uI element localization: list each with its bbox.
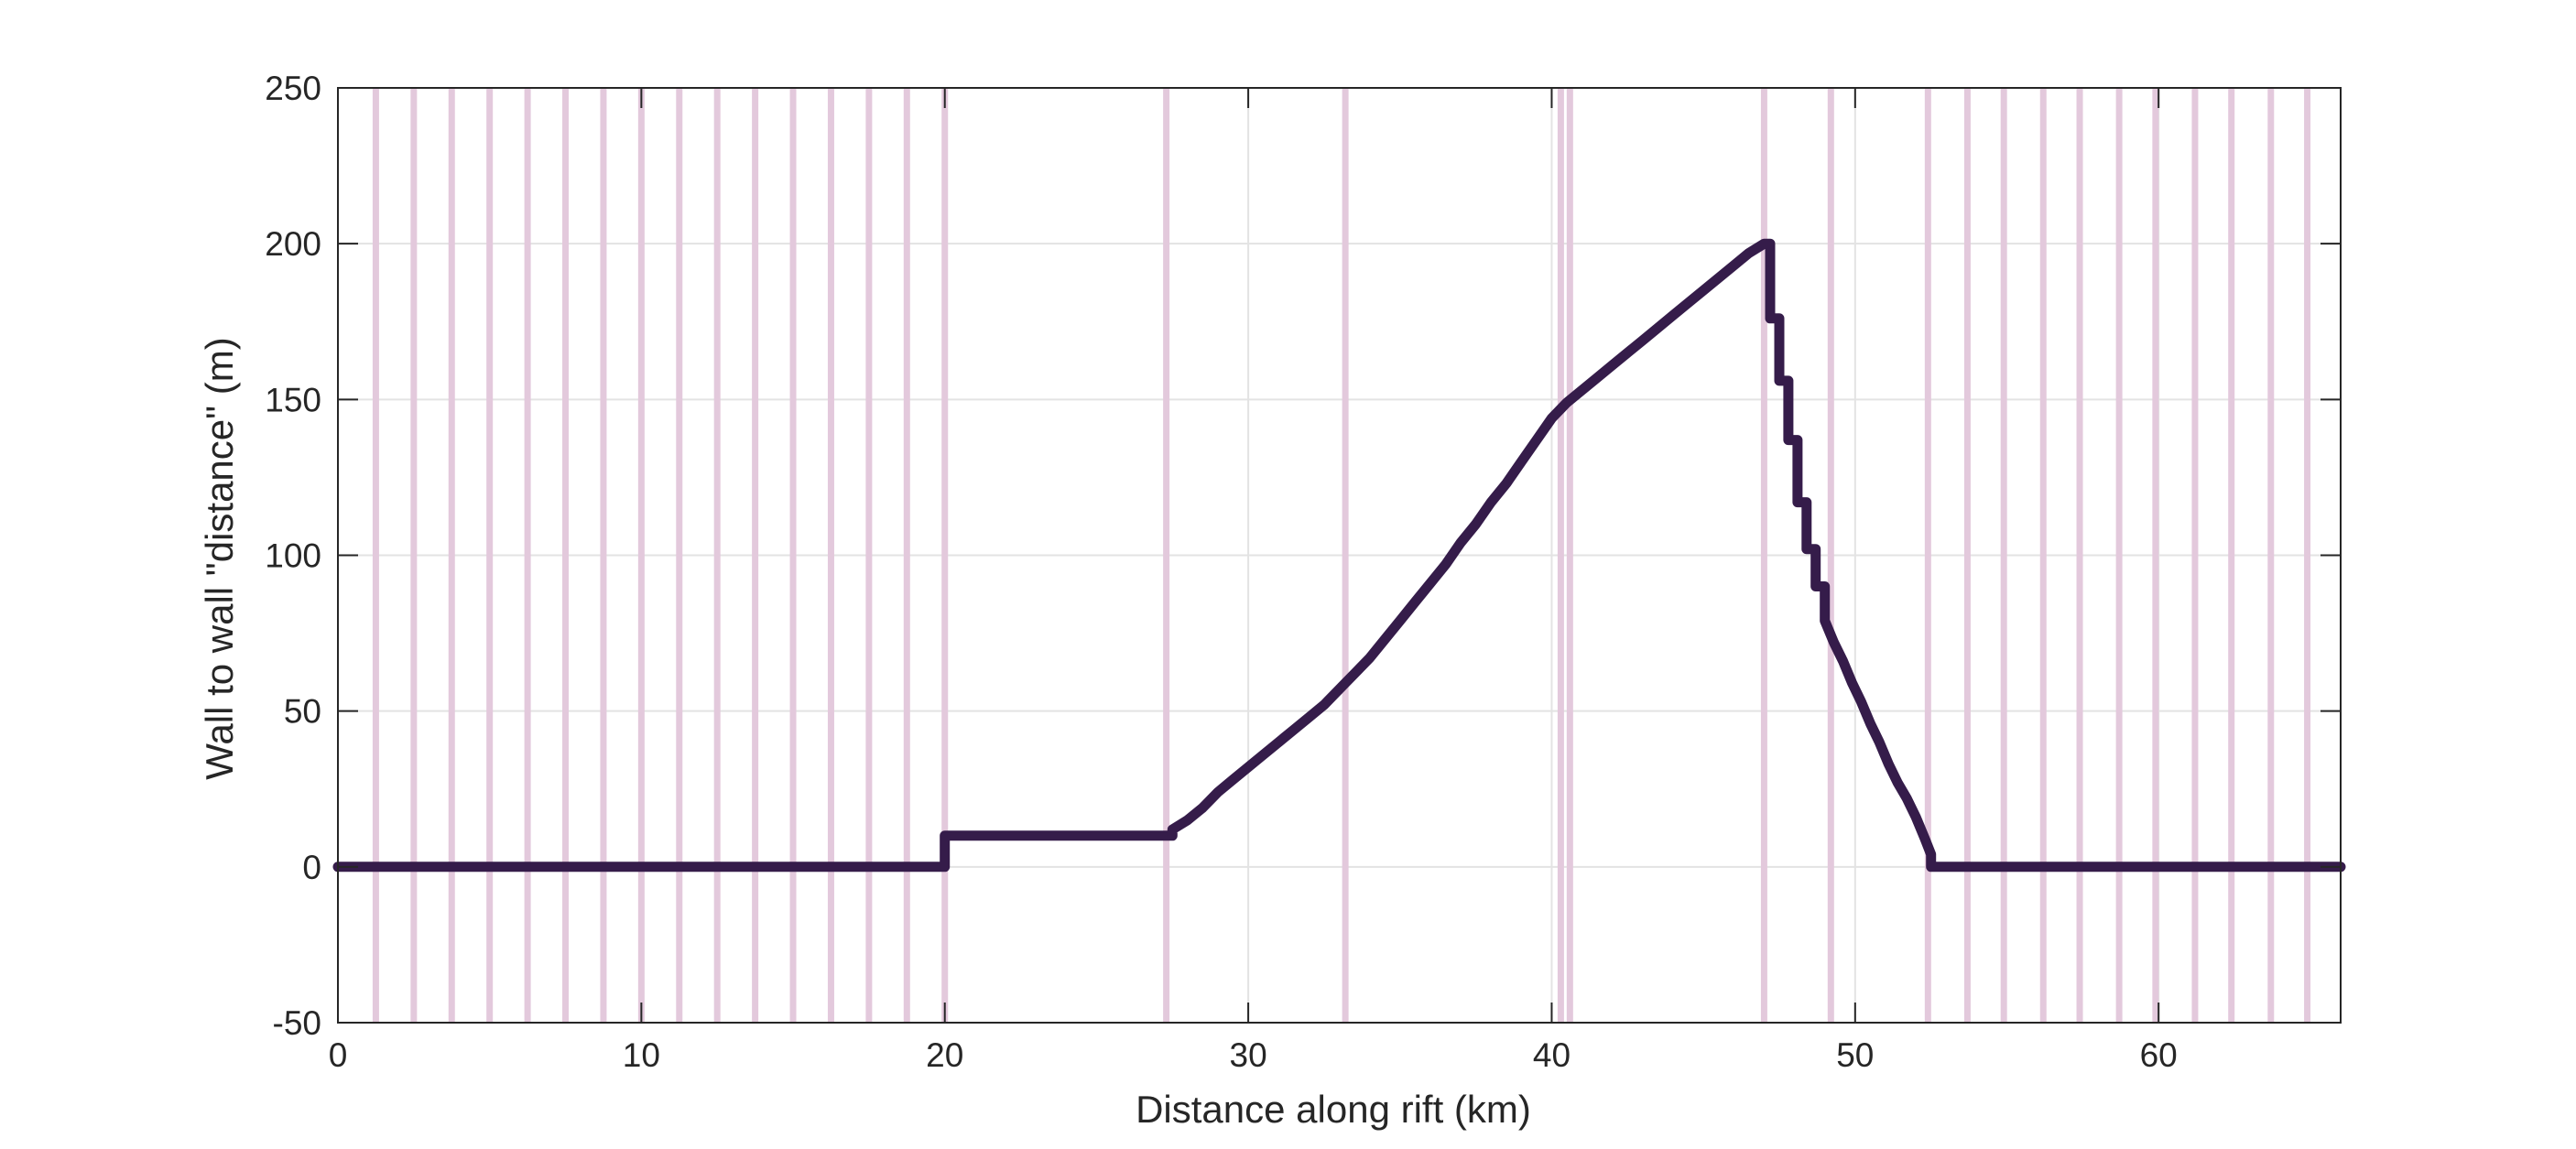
axes-layer [337,87,2342,1024]
y-tick-label: 0 [302,849,321,886]
y-tick-label: 150 [265,381,321,418]
x-tick-label: 40 [1533,1036,1571,1074]
y-tick-label: 100 [265,537,321,575]
y-tick-label: 250 [265,70,321,107]
x-axis-label: Distance along rift (km) [1136,1088,1531,1131]
series-layer [332,238,2346,873]
y-axis-label: Wall to wall "distance" (m) [198,337,241,779]
x-tick-label: 10 [623,1036,660,1074]
x-tick-label: 20 [926,1036,963,1074]
x-tick-label: 0 [329,1036,348,1074]
x-tick-label: 50 [1836,1036,1874,1074]
y-tick-label: 200 [265,225,321,263]
y-tick-label: 50 [284,693,321,731]
series-line [332,238,2346,873]
y-tick-label: -50 [273,1004,321,1042]
x-tick-label: 30 [1230,1036,1267,1074]
x-tick-label: 60 [2140,1036,2178,1074]
